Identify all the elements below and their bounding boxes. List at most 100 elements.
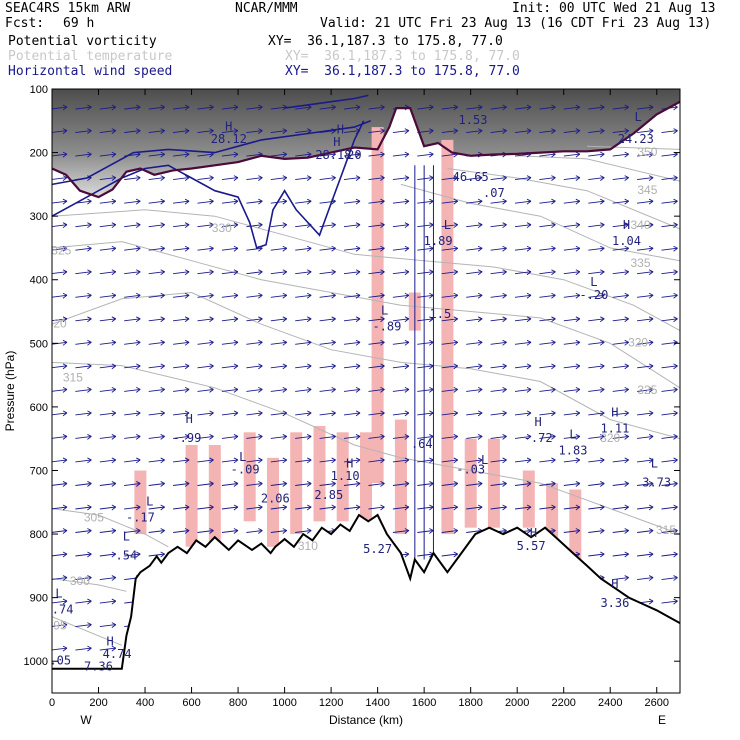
wind-vector-head [160,198,165,205]
isentrope-300 [52,578,127,592]
wind-vector-head [87,551,92,558]
wind-vector [466,341,483,345]
wind-vector-head [62,645,68,652]
wind-vector [52,224,68,228]
wind-vector-head [282,316,288,323]
wind-vector-head [624,457,629,464]
wind-vector-head [648,434,654,440]
wind-vector-head [87,292,92,299]
wind-vector-head [306,457,312,464]
wind-vector-head [184,481,190,487]
wind-vector-head [624,151,629,158]
wind-vector-head [380,410,385,417]
wind-vector-head [111,245,117,252]
wind-vector [197,177,214,181]
wind-vector-head [160,222,165,229]
wind-vector-head [258,363,263,370]
extremum-label: 28.18 [315,148,351,162]
wind-vector-head [599,339,605,346]
wind-vector-head [477,104,483,111]
wind-vector [466,200,483,204]
wind-vector [52,271,68,275]
wind-vector [221,435,238,439]
wind-vector-head [111,645,117,652]
wind-vector [490,200,507,204]
wind-vector-head [184,434,190,440]
wind-vector-head [160,504,165,511]
wind-vector-head [429,410,434,417]
wind-vector-head [62,151,68,158]
pv-shading-column [441,139,454,535]
wind-vector [295,341,312,345]
wind-vector [563,247,580,251]
wind-vector-head [184,339,190,346]
wind-vector-head [502,504,507,511]
wind-vector-head [209,434,214,440]
wind-vector-head [184,504,190,511]
wind-vector [612,318,629,322]
wind-vector [197,106,214,110]
wind-vector [539,365,556,369]
wind-vector-head [282,434,288,440]
wind-vector-head [551,434,556,440]
wind-vector [612,294,629,298]
wind-vector [319,106,336,110]
wind-vector [441,365,458,369]
wind-vector [99,294,116,298]
wind-vector [637,577,654,581]
wind-vector [99,647,116,651]
wind-vector [441,318,458,322]
wind-vector-head [648,504,654,511]
wind-vector [99,318,116,322]
wind-vector [148,271,165,275]
isentrope-label: 325 [51,243,71,257]
wind-vector [368,506,385,510]
wind-vector-head [62,363,68,370]
wind-vector-head [673,551,678,558]
wind-vector-head [233,386,239,393]
wind-vector-head [135,269,141,276]
wind-vector-head [306,410,312,417]
wind-vector [514,200,532,204]
wind-vector-head [355,245,361,252]
wind-vector-head [648,128,654,134]
wind-vector-head [429,175,434,182]
wind-vector-head [526,316,532,323]
wind-vector [637,294,654,298]
wind-vector-head [429,457,434,464]
wind-vector-head [282,386,288,393]
wind-vector-head [648,104,654,111]
wind-vector-head [282,410,288,417]
wind-vector [52,483,68,486]
wind-vector [563,506,580,510]
wind-vector-head [575,175,581,182]
wind-vector [368,365,385,369]
wind-vector-head [429,504,434,511]
extremum-label: -.17 [126,510,155,524]
wind-vector-head [258,269,263,276]
wind-vector [661,177,678,181]
wind-vector [221,294,238,298]
y-tick-label: 800 [30,529,48,541]
wind-vector-head [355,457,361,464]
wind-vector [588,483,605,486]
wind-vector-head [135,457,141,464]
wind-vector [637,459,654,463]
field-xy-theta: XY= 36.1,187.3 to 175.8, 77.0 [285,49,520,64]
wind-vector-head [624,410,629,417]
wind-vector [75,624,92,628]
wind-vector-head [87,528,92,534]
wind-vector [588,106,605,110]
wind-vector [368,318,385,322]
wind-vector-head [599,128,605,134]
wind-vector-head [160,481,165,487]
wind-vector [466,412,483,416]
wind-vector [295,200,312,204]
x-tick-label: 1200 [319,697,343,709]
wind-vector-head [502,104,507,111]
wind-vector-head [258,198,263,205]
wind-vector [343,177,361,181]
wind-vector [588,506,605,510]
wind-vector-head [624,175,629,182]
wind-vector-head [429,128,434,134]
